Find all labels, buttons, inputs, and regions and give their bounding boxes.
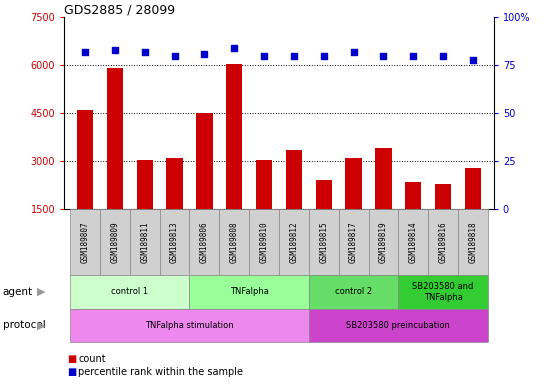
Bar bbox=[107, 68, 123, 209]
Text: GSM189817: GSM189817 bbox=[349, 221, 358, 263]
Text: control 2: control 2 bbox=[335, 287, 372, 296]
Bar bbox=[316, 180, 332, 209]
Point bbox=[290, 53, 299, 59]
Bar bbox=[160, 209, 190, 275]
Bar bbox=[309, 309, 488, 342]
Bar bbox=[339, 209, 368, 275]
Bar bbox=[309, 275, 398, 309]
Bar bbox=[249, 209, 279, 275]
Text: GSM189814: GSM189814 bbox=[409, 221, 418, 263]
Point bbox=[230, 45, 239, 51]
Bar bbox=[137, 160, 153, 209]
Text: agent: agent bbox=[3, 287, 33, 297]
Bar bbox=[405, 182, 421, 209]
Point bbox=[259, 53, 268, 59]
Text: GSM189807: GSM189807 bbox=[80, 221, 89, 263]
Bar bbox=[398, 275, 488, 309]
Bar bbox=[279, 209, 309, 275]
Text: TNFalpha stimulation: TNFalpha stimulation bbox=[145, 321, 234, 330]
Text: GSM189809: GSM189809 bbox=[110, 221, 119, 263]
Text: GSM189808: GSM189808 bbox=[230, 221, 239, 263]
Text: SB203580 preincubation: SB203580 preincubation bbox=[347, 321, 450, 330]
Text: ■: ■ bbox=[67, 367, 76, 377]
Point bbox=[170, 53, 179, 59]
Text: GSM189815: GSM189815 bbox=[319, 221, 328, 263]
Bar bbox=[77, 110, 93, 209]
Text: TNFalpha: TNFalpha bbox=[230, 287, 268, 296]
Point bbox=[349, 49, 358, 55]
Bar bbox=[368, 209, 398, 275]
Text: GSM189810: GSM189810 bbox=[259, 221, 268, 263]
Point bbox=[110, 47, 119, 53]
Text: percentile rank within the sample: percentile rank within the sample bbox=[78, 367, 243, 377]
Bar bbox=[435, 184, 451, 209]
Bar bbox=[465, 168, 481, 209]
Text: GSM189818: GSM189818 bbox=[469, 221, 478, 263]
Bar bbox=[256, 160, 272, 209]
Text: ▶: ▶ bbox=[36, 287, 45, 297]
Point bbox=[409, 53, 418, 59]
Point bbox=[439, 53, 448, 59]
Text: GSM189819: GSM189819 bbox=[379, 221, 388, 263]
Text: GSM189806: GSM189806 bbox=[200, 221, 209, 263]
Text: ▶: ▶ bbox=[36, 320, 45, 331]
Point bbox=[140, 49, 149, 55]
Point bbox=[319, 53, 328, 59]
Bar bbox=[130, 209, 160, 275]
Point bbox=[469, 56, 478, 63]
Bar bbox=[70, 275, 190, 309]
Bar bbox=[166, 158, 183, 209]
Text: control 1: control 1 bbox=[111, 287, 148, 296]
Text: SB203580 and
TNFalpha: SB203580 and TNFalpha bbox=[412, 282, 474, 301]
Bar bbox=[345, 158, 362, 209]
Text: GSM189812: GSM189812 bbox=[290, 221, 299, 263]
Text: count: count bbox=[78, 354, 106, 364]
Text: ■: ■ bbox=[67, 354, 76, 364]
Bar bbox=[428, 209, 458, 275]
Bar bbox=[375, 149, 392, 209]
Bar bbox=[398, 209, 428, 275]
Text: GSM189811: GSM189811 bbox=[140, 221, 149, 263]
Bar bbox=[226, 64, 242, 209]
Point bbox=[80, 49, 89, 55]
Bar bbox=[219, 209, 249, 275]
Bar bbox=[309, 209, 339, 275]
Point bbox=[200, 51, 209, 57]
Bar bbox=[70, 209, 100, 275]
Bar bbox=[100, 209, 130, 275]
Text: GSM189813: GSM189813 bbox=[170, 221, 179, 263]
Bar bbox=[190, 209, 219, 275]
Bar bbox=[286, 150, 302, 209]
Text: protocol: protocol bbox=[3, 320, 46, 331]
Bar bbox=[190, 275, 309, 309]
Bar bbox=[196, 113, 213, 209]
Text: GSM189816: GSM189816 bbox=[439, 221, 448, 263]
Point bbox=[379, 53, 388, 59]
Bar bbox=[458, 209, 488, 275]
Bar bbox=[70, 309, 309, 342]
Text: GDS2885 / 28099: GDS2885 / 28099 bbox=[64, 3, 175, 16]
